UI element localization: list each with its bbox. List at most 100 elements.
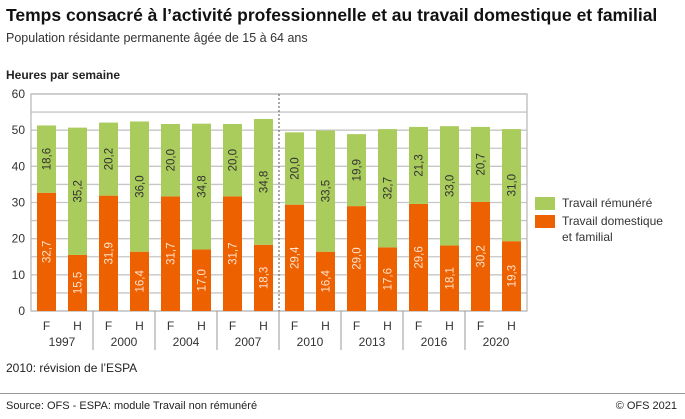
- bar-segment: [161, 196, 180, 311]
- x-subcategory-label: H: [383, 319, 392, 333]
- x-subcategory-label: F: [43, 319, 50, 333]
- bar-value-label: 19,9: [352, 159, 364, 181]
- bar-segment: [130, 251, 149, 311]
- bar-value-label: 29,0: [352, 247, 364, 269]
- bar-value-label: 15,5: [73, 272, 85, 294]
- x-group-label: 2000: [111, 335, 138, 349]
- x-group-label: 2013: [359, 335, 386, 349]
- x-group-label: 2016: [421, 335, 448, 349]
- chart-subtitle: Population résidante permanente âgée de …: [6, 31, 308, 45]
- bar-value-label: 29,6: [414, 246, 426, 268]
- bar-segment: [68, 254, 87, 311]
- bar-segment: [192, 123, 211, 250]
- y-tick-label: 50: [12, 123, 26, 137]
- y-axis-label: Heures par semaine: [6, 68, 121, 82]
- bar-value-label: 30,2: [476, 245, 488, 267]
- x-subcategory-label: H: [321, 319, 330, 333]
- bar-segment: [37, 192, 56, 311]
- bar-value-label: 31,0: [507, 174, 519, 196]
- bar-value-label: 20,7: [476, 153, 488, 175]
- y-tick-label: 10: [12, 268, 26, 282]
- bar-segment: [99, 122, 118, 196]
- x-subcategory-label: F: [415, 319, 422, 333]
- bar-value-label: 20,0: [228, 149, 240, 171]
- legend-swatch: [535, 215, 555, 228]
- bar-value-label: 32,7: [383, 177, 395, 199]
- bar-value-label: 36,0: [135, 175, 147, 197]
- bar-value-label: 20,0: [290, 157, 302, 179]
- bar-segment: [316, 251, 335, 311]
- bar-value-label: 16,4: [321, 270, 333, 293]
- x-group-label: 2004: [173, 335, 200, 349]
- bar-segment: [192, 249, 211, 311]
- x-subcategory-label: F: [167, 319, 174, 333]
- x-subcategory-label: H: [135, 319, 144, 333]
- legend-label: Travail rémunéré: [562, 196, 653, 210]
- y-tick-label: 40: [12, 159, 26, 173]
- x-subcategory-label: H: [445, 319, 454, 333]
- bar-segment: [223, 124, 242, 197]
- footnote: 2010: révision de l’ESPA: [6, 361, 138, 375]
- y-tick-label: 30: [12, 196, 26, 210]
- x-subcategory-label: F: [353, 319, 360, 333]
- bar-segment: [316, 130, 335, 252]
- bar-value-label: 35,2: [73, 180, 85, 202]
- x-subcategory-label: H: [259, 319, 268, 333]
- bar-value-label: 31,7: [166, 242, 178, 264]
- legend-label: Travail domestique: [562, 214, 663, 228]
- legend-swatch: [535, 197, 555, 210]
- bar-segment: [68, 127, 87, 255]
- bar-segment: [347, 134, 366, 207]
- x-subcategory-label: F: [291, 319, 298, 333]
- bar-segment: [223, 196, 242, 311]
- y-tick-label: 0: [18, 304, 25, 318]
- bar-segment: [502, 129, 521, 242]
- y-tick-label: 60: [12, 87, 26, 101]
- bar-segment: [254, 118, 273, 245]
- bar-value-label: 18,1: [445, 267, 457, 289]
- x-subcategory-label: F: [229, 319, 236, 333]
- bar-segment: [440, 245, 459, 311]
- bar-value-label: 17,6: [383, 268, 395, 290]
- x-subcategory-label: H: [197, 319, 206, 333]
- bar-value-label: 19,3: [507, 265, 519, 287]
- x-group-label: 2007: [235, 335, 262, 349]
- bar-segment: [99, 195, 118, 311]
- bar-value-label: 21,3: [414, 154, 426, 176]
- legend-label: et familial: [562, 230, 613, 244]
- bar-value-label: 34,8: [197, 175, 209, 197]
- bar-segment: [161, 124, 180, 197]
- bar-segment: [471, 126, 490, 202]
- bar-value-label: 18,3: [259, 267, 271, 289]
- bar-segment: [409, 203, 428, 311]
- bar-segment: [130, 121, 149, 252]
- bar-value-label: 18,6: [42, 148, 54, 170]
- stacked-bar-chart: 0 10 20 30 40 50 60 32,7 18,6 F 15,5 35,2 H 1997 31,9 2…: [12, 87, 663, 350]
- bar-segment: [347, 206, 366, 311]
- bar-value-label: 31,7: [228, 242, 240, 264]
- x-subcategory-label: F: [105, 319, 112, 333]
- x-subcategory-label: H: [73, 319, 82, 333]
- bar-segment: [254, 244, 273, 311]
- bar-value-label: 17,0: [197, 269, 209, 291]
- bar-value-label: 32,7: [42, 241, 54, 263]
- bar-value-label: 29,4: [290, 246, 302, 269]
- divider: [0, 393, 685, 394]
- x-group-label: 2020: [483, 335, 510, 349]
- copyright-text: © OFS 2021: [615, 400, 677, 412]
- chart-title: Temps consacré à l’activité professionne…: [6, 5, 658, 25]
- bar-segment: [440, 126, 459, 246]
- bar-value-label: 20,0: [166, 149, 178, 171]
- source-text: Source: OFS - ESPA: module Travail non r…: [6, 400, 258, 412]
- bar-value-label: 16,4: [135, 270, 147, 293]
- bar-value-label: 31,9: [104, 242, 116, 264]
- bar-value-label: 20,2: [104, 148, 116, 170]
- x-subcategory-label: F: [477, 319, 484, 333]
- bar-segment: [378, 247, 397, 311]
- bar-segment: [37, 125, 56, 193]
- bar-segment: [409, 126, 428, 204]
- bar-value-label: 33,0: [445, 175, 457, 197]
- bar-segment: [285, 132, 304, 205]
- bar-segment: [471, 201, 490, 311]
- x-subcategory-label: H: [507, 319, 516, 333]
